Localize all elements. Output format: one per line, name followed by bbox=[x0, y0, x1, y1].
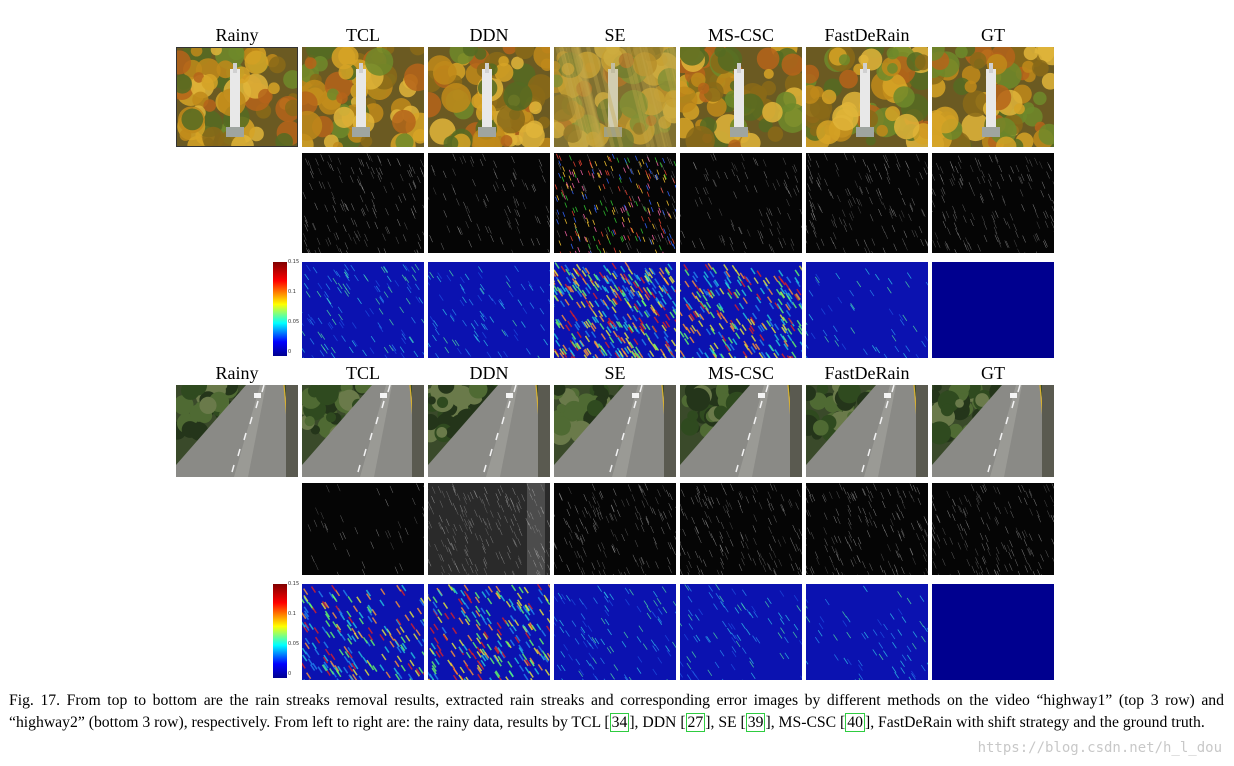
highway2-error-map-fastderain bbox=[806, 584, 928, 680]
column-label-se: SE bbox=[604, 363, 626, 383]
colorbar-tick-label: 0.1 bbox=[288, 611, 296, 617]
column-label-rainy: Rainy bbox=[215, 363, 259, 383]
highway1-result-se bbox=[554, 47, 676, 147]
column-label-ddn: DDN bbox=[469, 25, 509, 45]
highway2-result-ms-csc bbox=[680, 385, 802, 477]
highway1-rain-streaks-fastderain bbox=[806, 153, 928, 253]
column-label-gt: GT bbox=[981, 363, 1005, 383]
highway2-result-rainy bbox=[176, 385, 298, 477]
colorbar-tick-label: 0 bbox=[288, 671, 292, 677]
highway1-error-map-fastderain bbox=[806, 262, 928, 358]
highway2-error-map-tcl bbox=[302, 584, 424, 680]
highway2-rain-streaks-ddn bbox=[428, 483, 550, 575]
highway1-result-rainy bbox=[176, 47, 298, 147]
highway1-result-gt bbox=[932, 47, 1054, 147]
highway1-result-tcl bbox=[302, 47, 424, 147]
highway1-error-map-ms-csc bbox=[680, 262, 802, 358]
highway2-error-map-gt bbox=[932, 584, 1054, 680]
colorbar-tick-label: 0.1 bbox=[288, 289, 296, 295]
highway1-rain-streaks-ms-csc bbox=[680, 153, 802, 253]
citation-link-39[interactable]: 39 bbox=[745, 713, 766, 732]
caption-prefix: Fig. 17. bbox=[9, 692, 61, 709]
highway1-rain-streaks-ddn bbox=[428, 153, 550, 253]
citation-link-27[interactable]: 27 bbox=[685, 713, 706, 732]
citation-link-40[interactable]: 40 bbox=[845, 713, 865, 732]
column-label-gt: GT bbox=[981, 25, 1005, 45]
caption-text-3: , SE bbox=[710, 714, 741, 731]
highway2-result-tcl bbox=[302, 385, 424, 477]
watermark: https://blog.csdn.net/h_l_dou bbox=[977, 740, 1222, 756]
figure-grid: Rainy TCL DDN SE MS-CSC FastDeRain GT 0.15 0.1 0.… bbox=[176, 25, 1054, 680]
column-label-rainy: Rainy bbox=[215, 25, 259, 45]
highway1-result-fastderain bbox=[806, 47, 928, 147]
figure-caption: Fig. 17. From top to bottom are the rain… bbox=[9, 692, 1224, 732]
highway2-rain-streaks-gt bbox=[932, 483, 1054, 575]
colorbar-tick-label: 0.15 bbox=[288, 581, 300, 587]
highway2-error-map-ddn bbox=[428, 584, 550, 680]
highway2-rain-streaks-se bbox=[554, 483, 676, 575]
highway2-rain-streaks-fastderain bbox=[806, 483, 928, 575]
highway1-error-map-tcl bbox=[302, 262, 424, 358]
highway2-result-fastderain bbox=[806, 385, 928, 477]
colorbar-tick-label: 0 bbox=[288, 349, 292, 355]
highway2-error-map-ms-csc bbox=[680, 584, 802, 680]
column-label-tcl: TCL bbox=[346, 25, 380, 45]
highway1-error-map-ddn bbox=[428, 262, 550, 358]
colorbar bbox=[273, 262, 287, 356]
highway1-rain-streaks-tcl bbox=[302, 153, 424, 253]
highway2-rain-streaks-ms-csc bbox=[680, 483, 802, 575]
column-label-fastderain: FastDeRain bbox=[824, 25, 910, 45]
caption-text-2: , DDN bbox=[634, 714, 681, 731]
highway1-result-ddn bbox=[428, 47, 550, 147]
citation-link-34[interactable]: 34 bbox=[609, 713, 630, 732]
colorbar-tick-label: 0.15 bbox=[288, 259, 300, 265]
highway1-rain-streaks-gt bbox=[932, 153, 1054, 253]
colorbar-tick-label: 0.05 bbox=[288, 641, 300, 647]
highway1-rain-streaks-se bbox=[554, 153, 676, 253]
highway2-result-ddn bbox=[428, 385, 550, 477]
highway1-error-map-gt bbox=[932, 262, 1054, 358]
highway1-result-ms-csc bbox=[680, 47, 802, 147]
column-label-ddn: DDN bbox=[469, 363, 509, 383]
highway2-rain-streaks-tcl bbox=[302, 483, 424, 575]
caption-text-1: From top to bottom are the rain streaks … bbox=[9, 692, 1224, 731]
highway2-result-gt bbox=[932, 385, 1054, 477]
column-label-se: SE bbox=[604, 25, 626, 45]
colorbar bbox=[273, 584, 287, 678]
caption-text-4: , MS-CSC bbox=[770, 714, 841, 731]
colorbar-tick-label: 0.05 bbox=[288, 319, 300, 325]
column-label-ms-csc: MS-CSC bbox=[707, 25, 775, 45]
caption-text-5: , FastDeRain with shift strategy and the… bbox=[870, 714, 1205, 731]
highway1-error-map-se bbox=[554, 262, 676, 358]
column-label-ms-csc: MS-CSC bbox=[707, 363, 775, 383]
highway2-error-map-se bbox=[554, 584, 676, 680]
column-label-fastderain: FastDeRain bbox=[824, 363, 910, 383]
highway2-result-se bbox=[554, 385, 676, 477]
column-label-tcl: TCL bbox=[346, 363, 380, 383]
